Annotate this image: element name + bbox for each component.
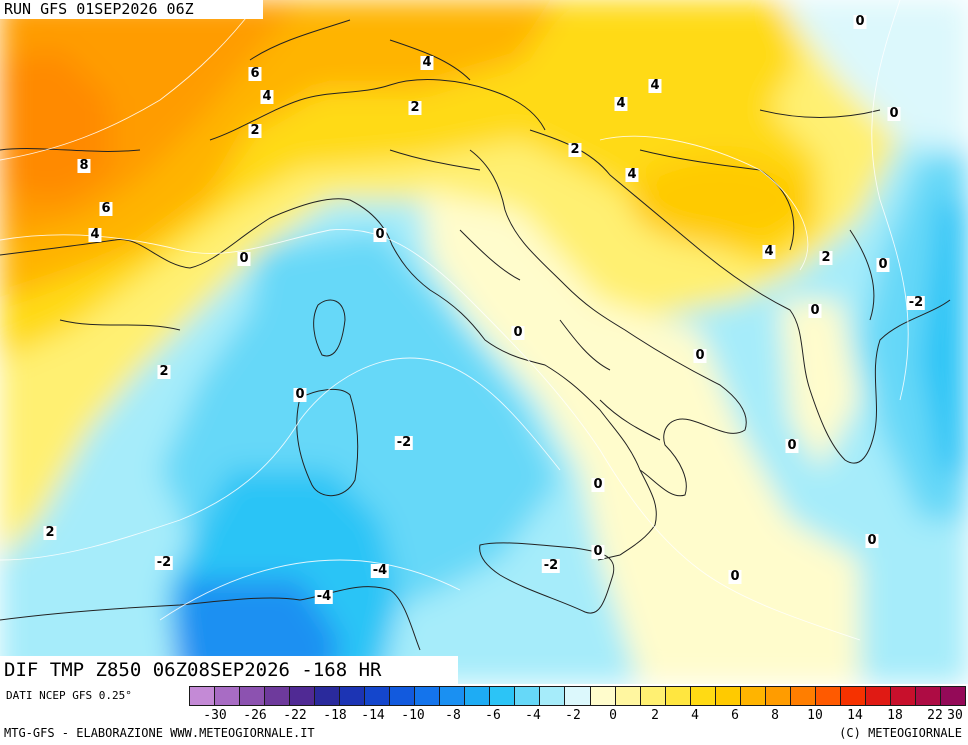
contour-value-label: 8 <box>77 158 91 173</box>
legend-tick-label: 8 <box>771 708 779 723</box>
legend-swatch <box>339 686 366 706</box>
legend-swatch <box>189 686 216 706</box>
legend-swatch <box>439 686 466 706</box>
footer-copyright: (C) METEOGIORNALE <box>839 726 962 740</box>
contour-value-label: 6 <box>99 201 113 216</box>
legend-tick-label: -8 <box>445 708 461 723</box>
contour-value-label: 4 <box>614 96 628 111</box>
legend-tick-label: 30 <box>947 708 963 723</box>
legend-swatch <box>939 686 966 706</box>
legend-swatch <box>689 686 716 706</box>
legend-tick-label: 6 <box>731 708 739 723</box>
legend-swatch <box>514 686 541 706</box>
legend-tick-label: 14 <box>847 708 863 723</box>
contour-value-label: 4 <box>88 227 102 242</box>
contour-value-label: 2 <box>568 142 582 157</box>
legend-swatch <box>739 686 766 706</box>
legend-tick-label: 0 <box>609 708 617 723</box>
contour-value-label: 0 <box>876 257 890 272</box>
contour-value-label: -2 <box>541 558 561 573</box>
footer-credit: MTG-GFS - ELABORAZIONE WWW.METEOGIORNALE… <box>4 726 315 740</box>
legend-swatch <box>464 686 491 706</box>
contour-value-label: 0 <box>511 325 525 340</box>
legend-swatch <box>764 686 791 706</box>
legend-tick-label: -30 <box>203 708 227 723</box>
contour-value-label: 2 <box>157 364 171 379</box>
legend-swatch <box>414 686 441 706</box>
legend-tick-label: -26 <box>243 708 267 723</box>
legend-swatch <box>489 686 516 706</box>
legend-tick-label: -2 <box>565 708 581 723</box>
legend-swatch <box>289 686 316 706</box>
legend-swatch <box>914 686 941 706</box>
contour-value-label: -4 <box>370 563 390 578</box>
run-title: RUN GFS 01SEP2026 06Z <box>0 0 263 19</box>
temperature-anomaly-map <box>0 0 968 684</box>
contour-value-label: 2 <box>248 123 262 138</box>
legend-tick-label: 10 <box>807 708 823 723</box>
legend-ticks: -30 -26 -22 -18 -14 -10 -8 -6 -4 -2 0 2 4 6 8 10 14 18 22 3… <box>190 708 966 724</box>
contour-value-label: 2 <box>408 100 422 115</box>
legend-tick-label: -4 <box>525 708 541 723</box>
data-source: DATI NCEP GFS 0.25° <box>6 689 132 702</box>
legend-swatch <box>364 686 391 706</box>
legend-tick-label: 4 <box>691 708 699 723</box>
contour-value-label: 4 <box>648 78 662 93</box>
contour-value-label: 0 <box>785 438 799 453</box>
contour-value-label: 0 <box>591 477 605 492</box>
contour-value-label: 2 <box>819 250 833 265</box>
contour-value-label: 0 <box>373 227 387 242</box>
legend-swatch <box>389 686 416 706</box>
contour-value-label: 0 <box>808 303 822 318</box>
contour-value-label: 6 <box>248 66 262 81</box>
field-title: DIF TMP Z850 06Z08SEP2026 -168 HR <box>0 656 458 684</box>
contour-value-label: 0 <box>693 348 707 363</box>
contour-value-label: 2 <box>43 525 57 540</box>
legend-swatch <box>239 686 266 706</box>
contour-value-label: 0 <box>591 544 605 559</box>
anomaly-field <box>0 0 968 684</box>
coastlines <box>0 19 951 651</box>
legend-tick-label: 18 <box>887 708 903 723</box>
contour-value-label: -2 <box>154 555 174 570</box>
legend-tick-label: -22 <box>283 708 307 723</box>
legend-tick-label: 2 <box>651 708 659 723</box>
legend-tick-label: -14 <box>361 708 385 723</box>
legend-swatch <box>864 686 891 706</box>
legend-swatch <box>814 686 841 706</box>
legend-tick-label: -18 <box>323 708 347 723</box>
contour-value-label: 4 <box>260 89 274 104</box>
legend-swatch <box>714 686 741 706</box>
contour-lines <box>0 0 908 640</box>
legend-swatch <box>889 686 916 706</box>
contour-value-label: 0 <box>293 387 307 402</box>
contour-value-label: 0 <box>865 533 879 548</box>
legend-swatch <box>564 686 591 706</box>
contour-value-label: -4 <box>314 589 334 604</box>
contour-value-label: 4 <box>420 55 434 70</box>
contour-value-label: -2 <box>906 295 926 310</box>
contour-value-label: 4 <box>762 244 776 259</box>
legend-swatch <box>314 686 341 706</box>
contour-value-label: 0 <box>728 569 742 584</box>
contour-value-label: 0 <box>237 251 251 266</box>
contour-value-label: 0 <box>887 106 901 121</box>
legend-swatch <box>664 686 691 706</box>
contour-value-label: 4 <box>625 167 639 182</box>
legend-swatch <box>639 686 666 706</box>
legend-swatch <box>214 686 241 706</box>
legend-tick-label: -6 <box>485 708 501 723</box>
color-legend <box>189 686 966 706</box>
legend-swatch <box>264 686 291 706</box>
legend-swatch <box>789 686 816 706</box>
legend-tick-label: -10 <box>401 708 425 723</box>
contour-value-label: 0 <box>853 14 867 29</box>
legend-swatch <box>614 686 641 706</box>
legend-swatch <box>539 686 566 706</box>
legend-swatch <box>839 686 866 706</box>
legend-tick-label: 22 <box>927 708 943 723</box>
legend-swatch <box>589 686 616 706</box>
contour-value-label: -2 <box>394 435 414 450</box>
